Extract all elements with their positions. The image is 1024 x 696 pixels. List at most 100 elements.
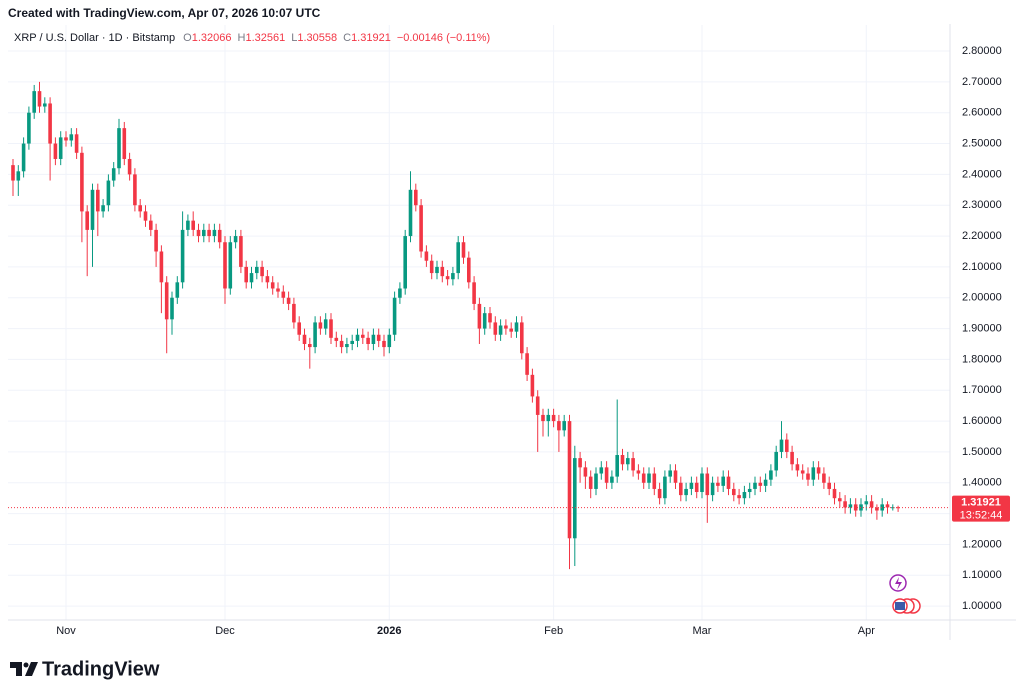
candle-body: [90, 189, 95, 230]
candle-body: [429, 260, 434, 274]
candle-body: [334, 337, 339, 341]
candle-body: [323, 319, 328, 329]
candle-body: [387, 334, 392, 348]
candle-body: [493, 322, 498, 335]
candle-body: [647, 473, 651, 483]
close-label: C: [343, 32, 351, 44]
candle-body: [223, 242, 227, 289]
candle-body: [790, 451, 794, 465]
y-tick-label: 2.70000: [962, 76, 1002, 88]
candle-body: [641, 473, 646, 483]
candle-body: [620, 455, 625, 465]
candle-body: [806, 473, 810, 480]
candle-body: [101, 205, 105, 212]
y-tick-label: 2.80000: [962, 45, 1002, 57]
candle-body: [482, 313, 487, 329]
candle-body: [509, 328, 513, 332]
candle-body: [27, 112, 31, 144]
candle-body: [233, 236, 238, 243]
candle-body: [361, 334, 365, 338]
candle-body: [467, 257, 471, 283]
y-tick-label: 2.20000: [962, 230, 1002, 242]
candle-body: [684, 488, 688, 496]
candle-body: [85, 211, 89, 230]
candle-body: [345, 343, 349, 348]
brand-name: TradingView: [42, 658, 160, 680]
candle-body: [133, 174, 137, 206]
x-tick-label: Apr: [858, 625, 875, 637]
low-value: 1.30558: [297, 32, 337, 44]
candle-body: [732, 488, 736, 496]
candle-body: [419, 205, 423, 252]
candle-body: [774, 451, 778, 471]
legend-header: XRP / U.S. Dollar · 1D · Bitstamp O1.3206…: [14, 32, 490, 44]
candle-body: [212, 229, 217, 237]
candle-body: [737, 495, 741, 499]
x-tick-label: Feb: [544, 625, 563, 637]
x-tick-label: Nov: [56, 625, 76, 637]
price-tag: [952, 495, 1010, 522]
candle-body: [265, 276, 270, 283]
brand-logo: TradingView: [10, 658, 160, 680]
candle-body: [880, 504, 884, 511]
candle-body: [747, 488, 752, 493]
y-tick-label: 1.50000: [962, 446, 1002, 458]
high-label: H: [238, 32, 246, 44]
logo-mark: [10, 662, 22, 676]
candle-body: [461, 242, 466, 258]
candle-body: [832, 488, 837, 499]
candle-body: [604, 467, 609, 483]
candle-body: [822, 473, 826, 483]
candle-body: [58, 137, 63, 159]
low-label: L: [291, 32, 297, 44]
candle-body: [896, 507, 900, 509]
candle-body: [21, 143, 26, 172]
candle-body: [456, 242, 460, 274]
candle-body: [170, 297, 174, 320]
candle-body: [562, 421, 566, 431]
candle-body: [414, 189, 418, 206]
candle-body: [578, 458, 582, 468]
candle-body: [694, 482, 699, 493]
candle-body: [424, 251, 429, 261]
open-value: 1.32066: [192, 32, 232, 44]
candle-body: [435, 266, 439, 274]
candle-body: [800, 470, 805, 474]
candle-body: [758, 482, 763, 486]
y-tick-label: 1.20000: [962, 538, 1002, 550]
plot: [8, 81, 950, 570]
candle-body: [202, 229, 206, 237]
candle-body: [106, 180, 111, 206]
y-tick-label: 2.30000: [962, 199, 1002, 211]
candle-body: [127, 158, 132, 175]
candle-body: [716, 482, 720, 486]
close-value: 1.31921: [351, 32, 391, 44]
candle-body: [318, 322, 323, 329]
candle-body: [302, 334, 307, 344]
candle-body: [689, 482, 694, 489]
candle-body: [53, 143, 58, 159]
candle-body: [583, 467, 588, 477]
candle-body: [64, 137, 68, 141]
y-tick-label: 1.80000: [962, 353, 1002, 365]
candle-body: [705, 473, 710, 496]
candle-body: [180, 229, 185, 283]
logo-dot: [23, 662, 29, 668]
candle-body: [159, 251, 164, 283]
candle-body: [530, 374, 535, 397]
candle-body: [726, 476, 731, 489]
candle-body: [657, 488, 662, 499]
candle-body: [504, 325, 508, 329]
candle-body: [864, 501, 869, 505]
candle-body: [138, 205, 142, 212]
candle-body: [663, 476, 667, 499]
watermark: Created with TradingView.com, Apr 07, 20…: [8, 6, 321, 20]
candle-body: [567, 421, 572, 539]
candle-body: [626, 458, 630, 465]
candle-body: [498, 325, 503, 335]
candle-body: [838, 498, 842, 502]
candle-body: [37, 91, 42, 107]
candle-body: [143, 211, 148, 221]
candle-body: [546, 414, 551, 422]
